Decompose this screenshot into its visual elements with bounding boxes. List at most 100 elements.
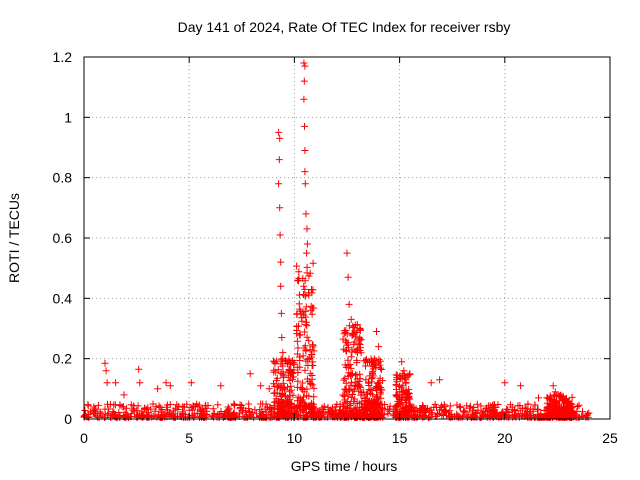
data-point — [563, 395, 570, 402]
data-point — [304, 355, 312, 363]
data-point — [295, 268, 303, 276]
data-point — [301, 180, 309, 188]
data-point — [308, 381, 316, 389]
data-point — [123, 404, 131, 412]
data-point — [239, 408, 247, 416]
data-point — [279, 403, 287, 411]
data-point — [238, 407, 246, 414]
data-point — [309, 286, 317, 294]
data-point — [280, 398, 288, 406]
data-point — [320, 405, 327, 413]
x-tick-label: 20 — [497, 430, 513, 446]
data-point — [134, 402, 142, 410]
data-point — [318, 404, 326, 412]
data-point — [289, 391, 297, 399]
data-point — [396, 383, 403, 390]
data-point — [511, 405, 519, 413]
data-point — [346, 361, 354, 368]
data-point — [402, 376, 410, 384]
data-point — [273, 374, 281, 382]
data-point — [340, 330, 348, 338]
data-point — [127, 401, 135, 409]
data-point — [509, 413, 517, 421]
data-point — [270, 402, 278, 410]
data-point — [305, 377, 313, 385]
data-point — [392, 371, 400, 379]
data-point — [302, 292, 310, 300]
data-point — [302, 321, 310, 329]
data-point — [166, 382, 174, 390]
data-point — [340, 392, 348, 400]
data-point — [246, 370, 254, 378]
data-point — [309, 408, 317, 416]
data-point — [551, 388, 559, 396]
data-point — [308, 399, 316, 407]
data-point — [379, 377, 387, 385]
data-point — [295, 291, 303, 299]
data-point — [461, 407, 469, 415]
data-point — [303, 333, 311, 341]
data-point — [344, 356, 352, 364]
data-point — [349, 391, 356, 398]
data-point — [145, 411, 153, 419]
data-point — [310, 304, 318, 312]
data-point — [155, 402, 163, 410]
data-point — [446, 413, 454, 421]
data-point — [356, 325, 364, 333]
data-point — [303, 385, 311, 393]
data-point — [345, 322, 353, 330]
data-point — [358, 389, 366, 396]
data-point — [549, 413, 556, 421]
data-point — [302, 346, 310, 354]
data-point — [463, 402, 471, 410]
data-point — [265, 385, 273, 393]
data-point — [506, 401, 514, 409]
data-point — [171, 404, 179, 412]
data-point — [129, 406, 137, 414]
data-point — [503, 405, 511, 413]
data-point — [301, 328, 309, 336]
data-point — [553, 397, 561, 405]
data-point — [478, 408, 486, 416]
data-point — [293, 262, 301, 270]
data-point — [104, 409, 112, 417]
data-point — [302, 357, 310, 365]
data-point — [573, 407, 581, 415]
data-point — [182, 414, 190, 421]
data-point — [240, 413, 248, 421]
data-point — [279, 370, 287, 378]
data-point — [101, 359, 109, 367]
data-point — [517, 382, 525, 390]
y-tick-label: 0.8 — [53, 170, 73, 186]
data-point — [306, 370, 314, 378]
y-tick-label: 0.2 — [53, 351, 73, 367]
data-point — [534, 410, 541, 418]
data-point — [556, 405, 564, 413]
data-point — [179, 410, 186, 418]
data-point — [294, 408, 301, 416]
data-point — [301, 147, 309, 154]
data-point — [121, 414, 129, 421]
data-point — [351, 321, 359, 329]
data-point — [353, 406, 361, 414]
data-point — [301, 285, 309, 293]
data-point — [303, 392, 311, 400]
data-point — [293, 383, 301, 391]
data-point — [296, 357, 304, 364]
data-point — [431, 400, 439, 408]
y-tick-label: 0.4 — [53, 290, 73, 306]
data-point — [277, 258, 285, 266]
data-point — [370, 396, 378, 404]
data-point — [549, 382, 557, 390]
data-point — [286, 369, 294, 377]
data-point — [187, 379, 195, 387]
data-point — [398, 358, 406, 366]
data-point — [342, 337, 350, 345]
data-point — [344, 273, 352, 281]
data-point — [301, 62, 309, 70]
data-point — [262, 400, 270, 408]
data-point — [307, 351, 315, 359]
data-point — [273, 357, 281, 365]
data-point — [271, 398, 279, 406]
chart-title: Day 141 of 2024, Rate Of TEC Index for r… — [178, 19, 511, 35]
